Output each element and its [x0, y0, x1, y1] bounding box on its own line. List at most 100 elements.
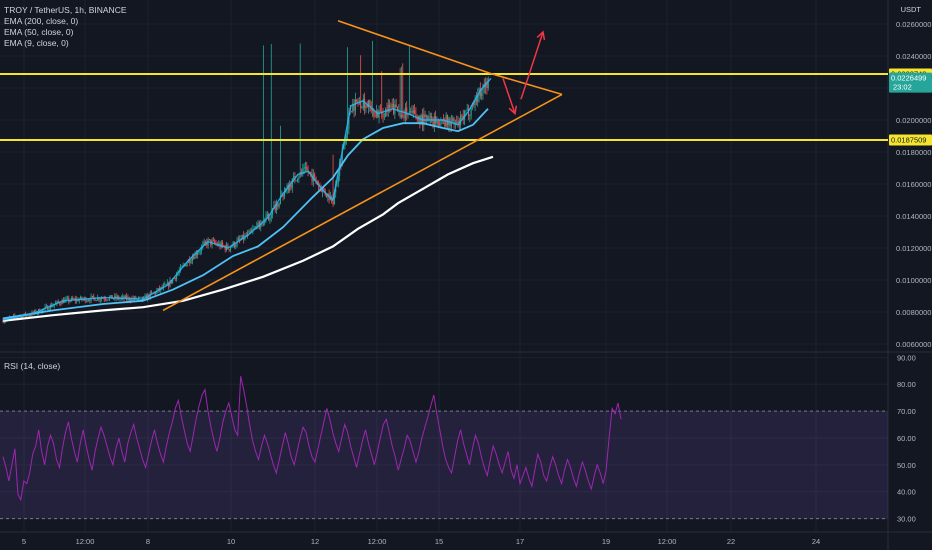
candle-body [61, 299, 63, 305]
candle-body [344, 143, 346, 147]
candle-body [123, 296, 125, 299]
candle-body [410, 111, 412, 113]
symbol-title[interactable]: TROY / TetherUS, 1h, BINANCE [4, 5, 127, 15]
currency-unit: USDT [900, 5, 921, 14]
price-tick-label: 0.0260000 [896, 20, 931, 29]
candle-body [165, 284, 167, 285]
candle-body [325, 194, 328, 197]
candle-body [411, 111, 413, 113]
candle-body [164, 284, 166, 286]
time-tick-label: 19 [602, 537, 610, 546]
candle-body [302, 168, 304, 175]
candle-body [289, 184, 291, 191]
candle-body [214, 240, 216, 244]
candle-body [269, 217, 271, 221]
candle-body [389, 104, 391, 108]
candle-body [428, 116, 430, 121]
candle-body [427, 115, 429, 121]
candle-body [20, 316, 22, 319]
candle-body [49, 304, 51, 310]
candle-body [406, 107, 408, 116]
candle-body [454, 122, 456, 124]
candle-body [253, 228, 255, 230]
candle-body [465, 110, 467, 112]
candle-body [282, 194, 284, 197]
candle-body [250, 230, 253, 232]
ema50-legend[interactable]: EMA (50, close, 0) [4, 27, 74, 37]
candle-body [112, 298, 115, 300]
candle-body [297, 178, 299, 181]
candle-body [220, 242, 222, 248]
candle-body [278, 203, 280, 207]
candle-body [103, 298, 105, 300]
candle-body [105, 299, 107, 300]
candle-body [28, 315, 30, 317]
candle-body [206, 242, 208, 246]
candle-body [352, 103, 354, 112]
time-tick-label: 12 [311, 537, 319, 546]
candle-body [350, 111, 353, 113]
projection-arrows [502, 30, 546, 116]
price-tick-label: 0.0240000 [896, 52, 931, 61]
candle-body [266, 213, 268, 216]
candle-body [185, 264, 187, 267]
candle-body [114, 295, 116, 299]
support-price-tag-bg [889, 134, 932, 146]
candle-body [274, 205, 276, 211]
candle-body [383, 116, 385, 118]
candle-body [275, 203, 278, 211]
triangle-pattern [162, 20, 563, 312]
candle-body [419, 115, 421, 125]
candle-body [197, 253, 199, 256]
ema9-line [2, 77, 492, 321]
rsi-line [2, 376, 622, 502]
candle-body [144, 295, 146, 297]
candle-body [400, 114, 402, 118]
candle-body [477, 95, 479, 102]
candle-body [60, 303, 62, 305]
candle-body [466, 108, 468, 111]
candle-body [66, 297, 68, 299]
rsi-series-line [2, 376, 622, 502]
candle-body [395, 104, 397, 108]
candle-body [475, 98, 477, 102]
candle-body [248, 230, 250, 233]
candle-body [482, 84, 484, 93]
candle-body [65, 298, 67, 300]
candle-body [237, 238, 239, 241]
candle-body [133, 296, 136, 300]
candle-body [365, 105, 367, 109]
rsi-legend[interactable]: RSI (14, close) [4, 361, 61, 371]
rsi-tick-label: 40.00 [897, 488, 916, 497]
candle-body [73, 298, 75, 300]
candle-body [81, 296, 83, 300]
ema200-legend[interactable]: EMA (200, close, 0) [4, 16, 79, 26]
candle-body [265, 215, 267, 221]
candle-body [387, 104, 389, 112]
time-tick-label: 12:00 [368, 537, 387, 546]
time-tick-label: 12:00 [76, 537, 95, 546]
candle-body [452, 118, 454, 122]
candle-body [361, 107, 363, 109]
last-price-tag: 0.0226499 [891, 74, 926, 83]
candle-body [191, 257, 193, 262]
candle-body [176, 274, 178, 280]
support-resistance-lines [0, 73, 888, 141]
candle-body [204, 241, 207, 243]
candle-body [239, 238, 241, 240]
candle-body [366, 105, 368, 108]
ema9-legend[interactable]: EMA (9, close, 0) [4, 38, 69, 48]
candle-body [304, 167, 306, 168]
candle-body [124, 295, 126, 299]
time-tick-label: 17 [516, 537, 524, 546]
candle-body [186, 262, 188, 267]
candle-body [337, 176, 339, 183]
candle-body [470, 106, 472, 116]
triangle-lower-line [162, 93, 563, 312]
candle-body [110, 295, 112, 298]
candle-body [373, 110, 375, 116]
candle-body [486, 81, 488, 89]
candle-body [98, 297, 100, 300]
candle-body [30, 315, 32, 317]
candle-body [45, 305, 47, 307]
